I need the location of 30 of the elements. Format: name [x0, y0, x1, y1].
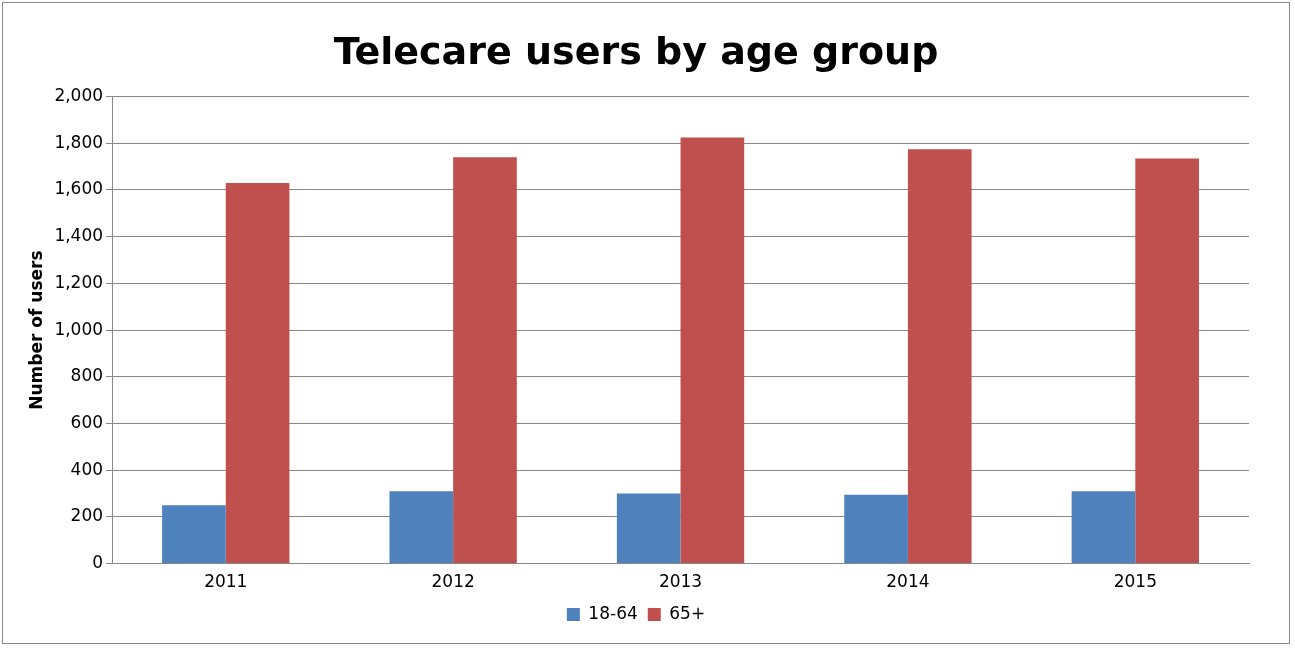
- y-tick-label: 2,000: [54, 85, 104, 106]
- x-tick-label: 2011: [204, 571, 248, 592]
- bar: [162, 505, 226, 564]
- y-tick-label: 200: [70, 505, 104, 526]
- x-tick-label: 2014: [886, 571, 930, 592]
- x-tick-label: 2015: [1113, 571, 1157, 592]
- y-tick-label: 400: [70, 458, 104, 479]
- y-tick-label: 1,000: [54, 318, 104, 339]
- y-tick-label: 1,200: [54, 271, 104, 292]
- bar: [453, 157, 517, 564]
- bar: [1071, 491, 1136, 564]
- y-tick-label: 0: [92, 552, 104, 573]
- bar: [907, 149, 972, 564]
- bar: [616, 493, 681, 564]
- bar: [225, 183, 290, 564]
- y-tick-label: 1,600: [54, 178, 104, 199]
- legend-label: 18-64: [588, 602, 638, 623]
- x-tick-label: 2013: [658, 571, 703, 592]
- bar: [844, 494, 908, 564]
- bar: [389, 491, 454, 564]
- bar: [680, 137, 745, 564]
- y-tick-label: 800: [70, 365, 104, 386]
- y-tick-label: 600: [70, 411, 104, 432]
- chart-title: Telecare users by age group: [333, 28, 939, 73]
- legend-label: 65+: [669, 602, 706, 623]
- y-tick-label: 1,400: [54, 225, 104, 246]
- bar: [1135, 158, 1199, 564]
- y-tick-label: 1,800: [54, 131, 104, 152]
- y-axis-title: Number of users: [25, 250, 46, 410]
- x-tick-label: 2012: [431, 571, 475, 592]
